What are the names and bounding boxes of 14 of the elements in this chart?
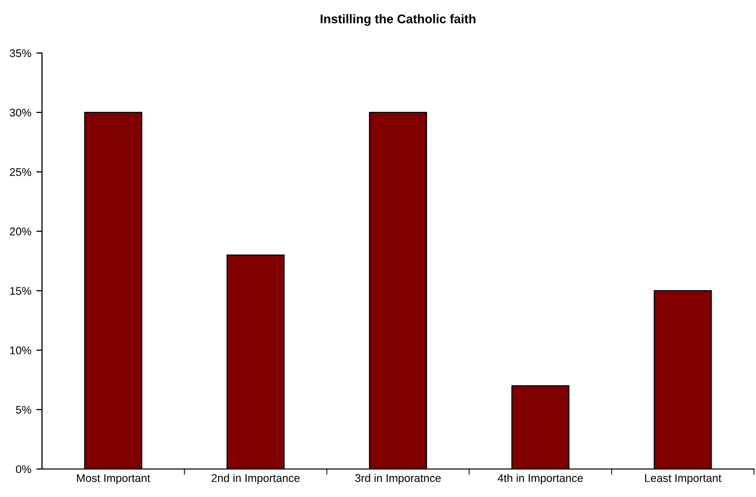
y-tick-label: 5% xyxy=(16,406,32,414)
x-tick-label: 3rd in Imporatnce xyxy=(355,474,441,484)
x-tick-label: 4th in Importance xyxy=(498,474,583,484)
y-tick-label: 0% xyxy=(16,465,32,474)
y-tick-label: 15% xyxy=(10,287,32,295)
y-tick-label: 35% xyxy=(10,49,32,58)
y-tick-label: 30% xyxy=(10,108,32,117)
y-tick-label: 10% xyxy=(10,346,32,354)
y-tick-label: 20% xyxy=(10,228,32,236)
chart-title: Instilling the Catholic faith xyxy=(320,14,476,26)
y-tick-label: 25% xyxy=(10,168,32,176)
x-tick-label: Least Important xyxy=(645,474,722,484)
x-tick-label: 2nd in Importance xyxy=(212,474,300,484)
x-tick-label: Most Important xyxy=(77,474,150,484)
